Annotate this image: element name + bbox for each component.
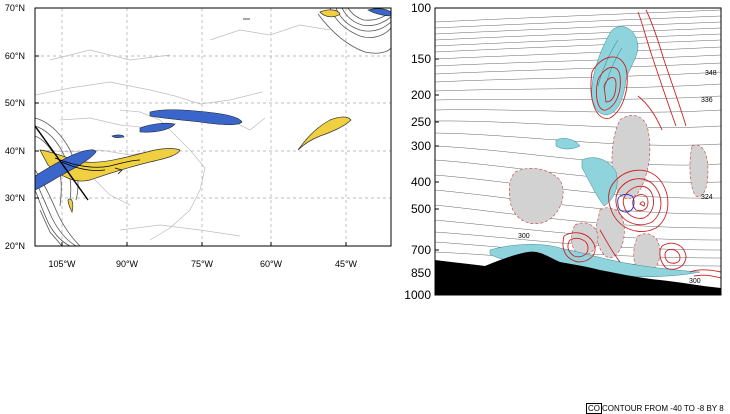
lon-label: 75°W <box>191 259 214 269</box>
contour-label: 336 <box>701 97 713 104</box>
lat-label: 20°N <box>5 241 25 251</box>
cross-section-panel: 348 336 324 300 300 100 150 200 250 <box>404 1 722 302</box>
lat-label: 50°N <box>5 98 25 108</box>
pressure-label: 850 <box>411 266 431 280</box>
red-contours <box>562 9 721 279</box>
cross-section-line <box>35 125 89 201</box>
jet-fill-yellow <box>39 9 352 214</box>
jet-fill-blue <box>35 8 391 191</box>
pressure-label: 200 <box>411 88 431 102</box>
jet-contours-black <box>54 18 250 175</box>
pressure-label: 500 <box>411 202 431 216</box>
blue-contour <box>617 193 635 213</box>
lat-label: 30°N <box>5 193 25 203</box>
lon-label: 45°W <box>335 259 358 269</box>
lat-label: 60°N <box>5 51 25 61</box>
map-gridlines <box>35 8 391 246</box>
cross-section-frame <box>434 7 722 296</box>
map-frame <box>34 7 392 247</box>
contour-label: 300 <box>518 233 530 240</box>
terrain-fill <box>435 251 721 295</box>
map-panel: 70°N 60°N 50°N 40°N 30°N 20°N 105°W 90°W… <box>5 3 392 269</box>
contour-info-footer: CO CONTOUR FROM -40 TO -8 BY 8 <box>586 403 724 414</box>
pressure-label: 400 <box>411 175 431 189</box>
lat-label: 40°N <box>5 146 25 156</box>
pressure-label: 1000 <box>404 288 431 302</box>
coastlines <box>35 24 331 241</box>
lon-label: 90°W <box>116 259 139 269</box>
pressure-label: 300 <box>411 139 431 153</box>
pressure-label: 150 <box>411 52 431 66</box>
lon-label: 105°W <box>48 259 76 269</box>
lat-label: 70°N <box>5 3 25 13</box>
pressure-label: 250 <box>411 115 431 129</box>
contour-info-text: CONTOUR FROM -40 TO -8 BY 8 <box>602 404 724 413</box>
pressure-label: 100 <box>411 1 431 15</box>
contour-label: 300 <box>689 278 701 285</box>
contour-label: 348 <box>705 70 717 77</box>
contour-label: 324 <box>701 194 713 201</box>
pressure-label: 700 <box>411 243 431 257</box>
lon-label: 60°W <box>260 259 283 269</box>
contour-info-prefix: CO <box>586 403 602 414</box>
